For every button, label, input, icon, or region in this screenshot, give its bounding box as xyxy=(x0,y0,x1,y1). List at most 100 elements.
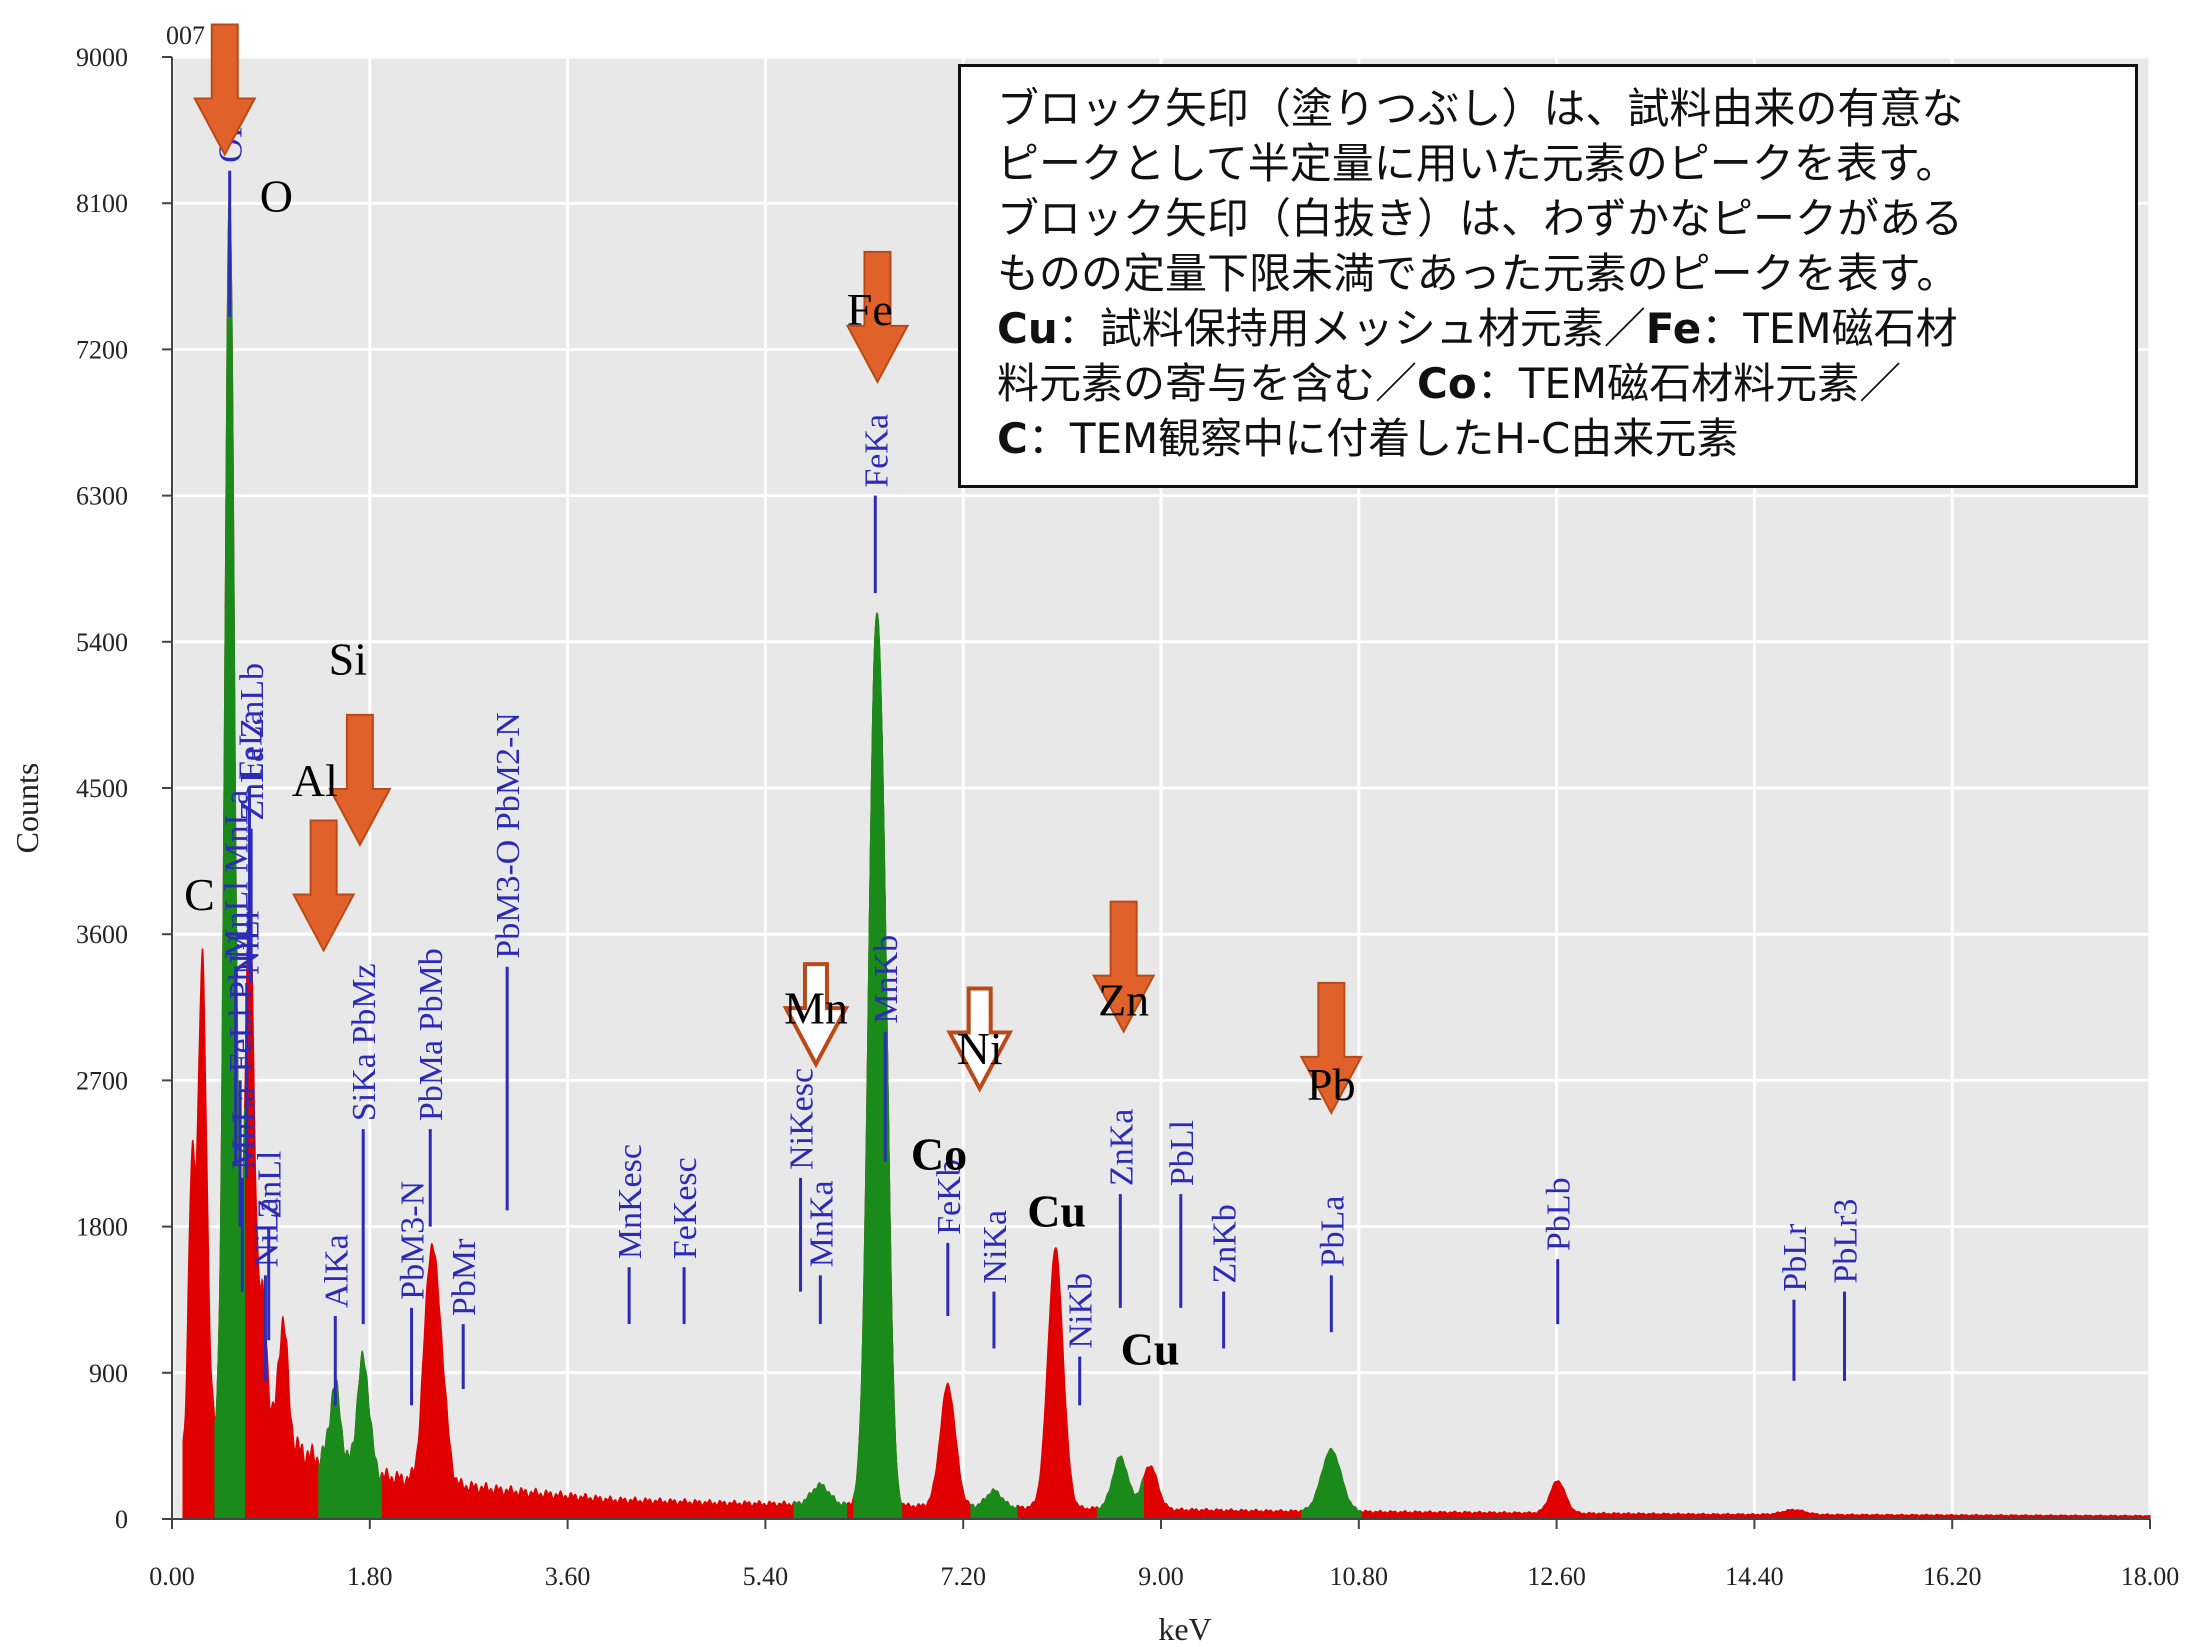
line-marker-label: SiKa PbMz xyxy=(346,963,383,1121)
element-label: Pb xyxy=(1307,1059,1356,1110)
element-arrow xyxy=(782,962,850,1069)
x-axis-label: keV xyxy=(1158,1611,1211,1647)
y-tick-label: 9000 xyxy=(76,43,128,72)
line-marker-label: PbLa xyxy=(1314,1196,1351,1268)
element-label: Ni xyxy=(957,1023,1003,1074)
line-marker-label: FeKb xyxy=(931,1159,968,1235)
line-marker-label: MnKesc xyxy=(612,1144,649,1259)
x-tick-label: 18.00 xyxy=(2121,1562,2180,1591)
line-marker-label: NiLl xyxy=(230,911,267,975)
line-marker-label: PbLr3 xyxy=(1828,1199,1865,1284)
x-tick-label: 14.40 xyxy=(1725,1562,1784,1591)
y-tick-label: 3600 xyxy=(76,920,128,949)
line-marker-label: PbLb xyxy=(1541,1177,1578,1251)
y-tick-label: 0 xyxy=(115,1505,128,1534)
line-marker-label: MnKa xyxy=(803,1180,840,1267)
spectrum-green-peak xyxy=(970,1488,1018,1520)
line-marker-label: FeKesc xyxy=(667,1157,704,1259)
x-tick-label: 9.00 xyxy=(1138,1562,1184,1591)
legend-line-3: ブロック矢印（白抜き）は、わずかなピークがある xyxy=(997,194,1964,243)
element-arrow xyxy=(193,23,257,157)
spectrum-green-peak xyxy=(793,1482,848,1520)
line-marker-label: MnLa xyxy=(225,1087,262,1170)
element-arrow xyxy=(845,250,910,385)
legend-c-text: ：TEM観察中に付着したH-C由来元素 xyxy=(1027,414,1739,463)
element-label: Mn xyxy=(784,983,848,1034)
line-marker-label: NiLa xyxy=(248,1197,285,1267)
spectrum-green-peak xyxy=(1096,1455,1144,1520)
x-tick-label: 10.80 xyxy=(1330,1562,1389,1591)
line-marker-label: ZnKa xyxy=(1103,1109,1140,1186)
element-label: Al xyxy=(292,755,338,806)
line-marker-label: PbLr xyxy=(1777,1223,1814,1292)
x-tick-labels: 0.00 1.80 3.60 5.40 7.20 9.00 10.80 12.60 14.40 1… xyxy=(149,1519,2179,1591)
line-marker-label: ZnLl xyxy=(252,1151,289,1219)
line-marker-label: AlKa xyxy=(318,1234,355,1308)
element-label: C xyxy=(184,869,215,920)
element-label: Fe xyxy=(847,284,893,335)
element-label: O xyxy=(260,170,293,221)
spectrum-red-area xyxy=(182,194,2151,1520)
line-marker-label: MnLl MnLa xyxy=(219,790,256,959)
legend-line-6-text: 料元素の寄与を含む／ xyxy=(997,359,1418,408)
legend-fe-symbol: Fe xyxy=(1645,304,1702,353)
legend-cu-text: ：試料保持用メッシュ材元素／ xyxy=(1057,304,1646,353)
y-tick-labels: 0 900 1800 2700 3600 4500 5400 6300 7200 8100 9000 xyxy=(76,43,172,1534)
element-arrow xyxy=(291,819,356,953)
legend-line-4: ものの定量下限未満であった元素のピークを表す。 xyxy=(997,249,1959,298)
x-tick-label: 5.40 xyxy=(743,1562,789,1591)
spectrum-green-peak xyxy=(1301,1447,1362,1520)
element-label: Co xyxy=(911,1129,967,1180)
element-label: Cu xyxy=(1027,1186,1086,1237)
element-arrow xyxy=(1299,981,1364,1116)
line-marker-label: PbMr xyxy=(446,1238,483,1316)
line-marker-label: ZnLa ZnLb xyxy=(234,663,271,821)
line-marker-label: FeKa xyxy=(858,414,895,488)
legend-line-5: Cu：試料保持用メッシュ材元素／Fe：TEM磁石材 xyxy=(997,301,2105,356)
y-tick-label: 1800 xyxy=(76,1213,128,1242)
x-tick-label: 12.60 xyxy=(1527,1562,1586,1591)
line-marker-label: PbLl xyxy=(1164,1120,1201,1186)
element-arrow xyxy=(1091,900,1156,1034)
legend-box: ブロック矢印（塗りつぶし）は、試料由来の有意な ピークとして半定量に用いた元素の… xyxy=(958,64,2138,488)
line-marker-label: NiKesc xyxy=(784,1068,821,1170)
y-tick-label: 7200 xyxy=(76,335,128,364)
x-tick-label: 3.60 xyxy=(545,1562,591,1591)
legend-c-symbol: C xyxy=(997,414,1028,463)
y-tick-label: 5400 xyxy=(76,628,128,657)
legend-line-7: C：TEM観察中に付着したH-C由来元素 xyxy=(997,411,2105,466)
line-marker-label: FeLl PbLl xyxy=(223,934,260,1073)
legend-line-6: 料元素の寄与を含む／Co：TEM磁石材料元素／ xyxy=(997,356,2105,411)
x-tick-label: 0.00 xyxy=(149,1562,195,1591)
line-marker-label: MnKb xyxy=(868,935,905,1024)
element-arrow xyxy=(946,986,1014,1093)
legend-line-1: ブロック矢印（塗りつぶし）は、試料由来の有意な xyxy=(997,84,1964,133)
element-label: Zn xyxy=(1098,974,1149,1025)
spectrum-green-peak xyxy=(344,1350,382,1520)
legend-co-symbol: Co xyxy=(1417,359,1477,408)
line-marker-label: NiKb xyxy=(1063,1273,1100,1349)
y-tick-label: 2700 xyxy=(76,1066,128,1095)
legend-cu-symbol: Cu xyxy=(997,304,1058,353)
y-tick-label: 900 xyxy=(89,1359,128,1388)
line-marker-label: PbM3-O PbM2-N xyxy=(490,712,527,959)
y-tick-label: 6300 xyxy=(76,482,128,511)
x-tick-label: 7.20 xyxy=(940,1562,986,1591)
element-label: Cu xyxy=(1121,1324,1180,1375)
legend-line-2: ピークとして半定量に用いた元素のピークを表す。 xyxy=(997,139,1958,188)
line-marker-label: FeLa xyxy=(232,710,269,780)
legend-co-text: ：TEM磁石材料元素／ xyxy=(1476,359,1902,408)
x-tick-label: 1.80 xyxy=(347,1562,393,1591)
legend-fe-text: ：TEM磁石材 xyxy=(1701,304,1958,353)
x-tick-label: 16.20 xyxy=(1923,1562,1982,1591)
y-tick-label: 4500 xyxy=(76,774,128,803)
y-tick-label: 8100 xyxy=(76,189,128,218)
element-annotations: O Si Al C Fe Mn Ni Zn Pb Co Cu Cu xyxy=(184,23,1364,1375)
y-axis-label: Counts xyxy=(9,763,45,854)
element-arrow xyxy=(328,713,392,847)
line-marker-label: PbMa PbMb xyxy=(413,948,450,1121)
line-marker-label: ZnKb xyxy=(1207,1204,1244,1283)
corner-label: 007 xyxy=(166,21,205,50)
line-marker-label: NiKa xyxy=(977,1210,1014,1284)
